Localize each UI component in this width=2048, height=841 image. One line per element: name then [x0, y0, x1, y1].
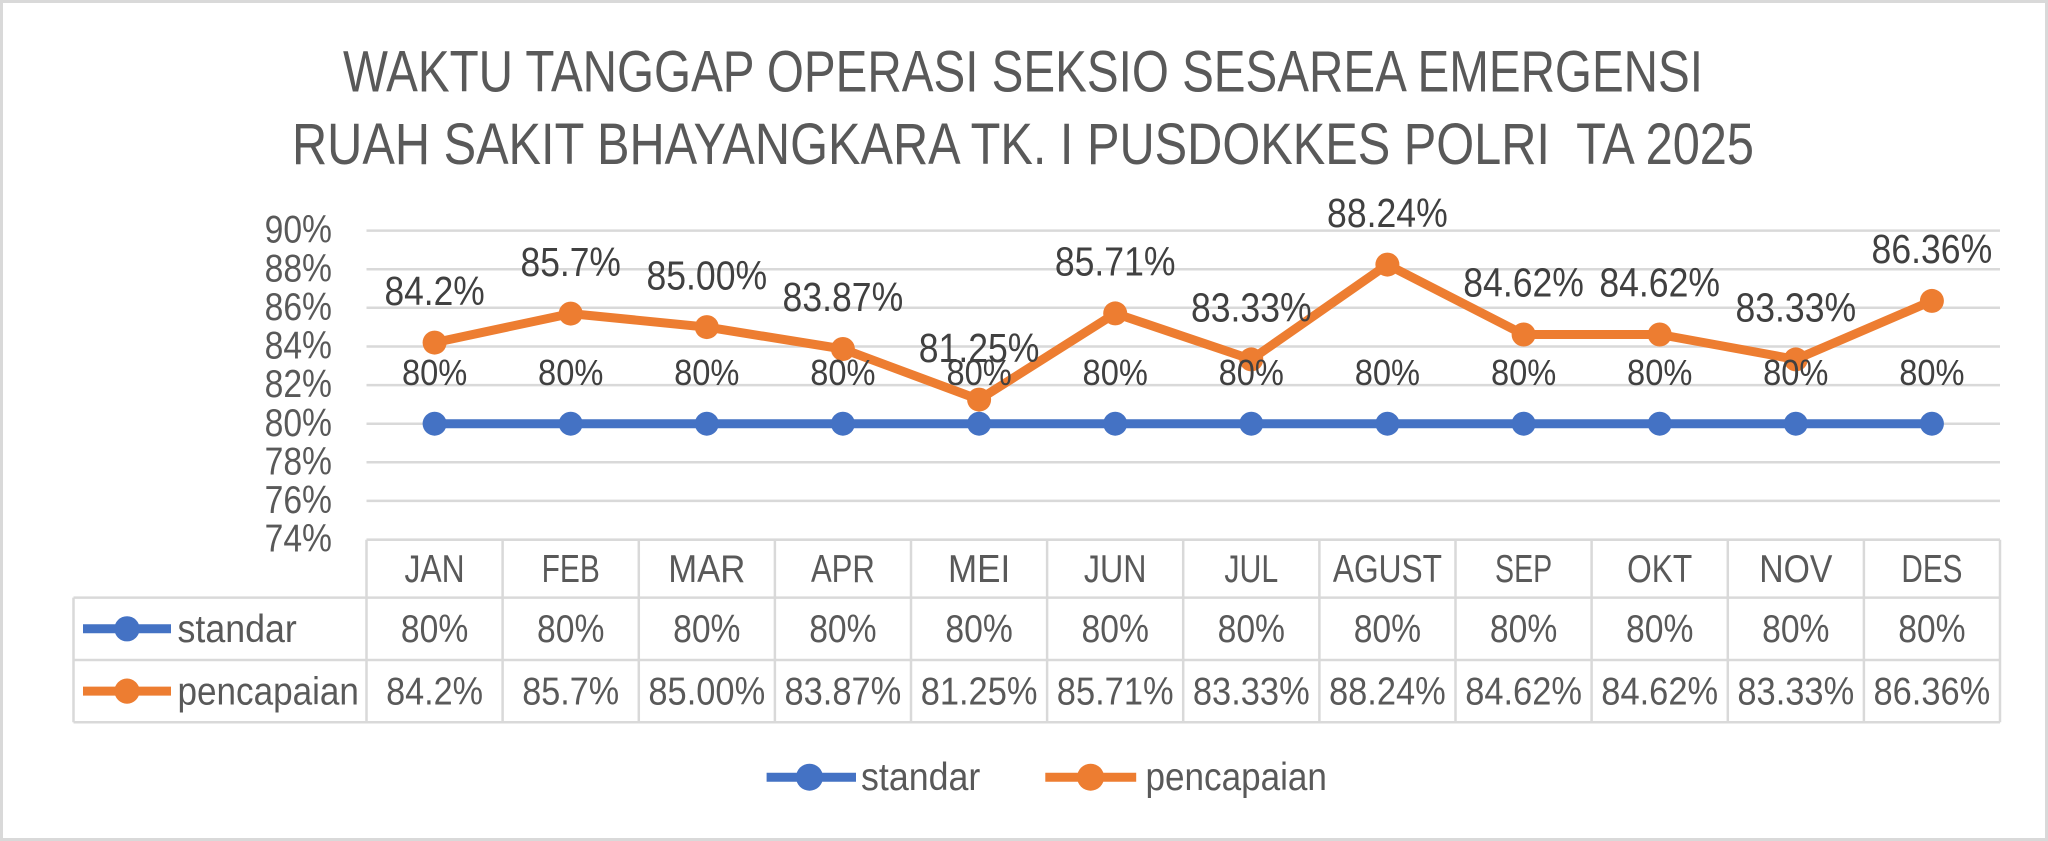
svg-text:83.33%: 83.33% [1735, 285, 1856, 331]
svg-text:84%: 84% [265, 325, 332, 368]
svg-text:80%: 80% [1490, 608, 1557, 651]
svg-text:88%: 88% [265, 247, 332, 290]
svg-text:MAR: MAR [668, 548, 745, 591]
svg-text:JUN: JUN [1084, 548, 1147, 591]
svg-text:85.7%: 85.7% [521, 239, 621, 285]
svg-text:SEP: SEP [1495, 548, 1552, 591]
svg-text:88.24%: 88.24% [1329, 671, 1446, 714]
svg-text:84.62%: 84.62% [1463, 260, 1584, 306]
svg-text:82%: 82% [265, 363, 332, 406]
svg-text:80%: 80% [673, 608, 740, 651]
svg-text:84.62%: 84.62% [1599, 260, 1720, 306]
svg-text:DES: DES [1901, 548, 1962, 591]
svg-text:80%: 80% [1763, 352, 1828, 393]
svg-text:JUL: JUL [1224, 548, 1278, 591]
svg-text:85.71%: 85.71% [1055, 239, 1176, 285]
svg-text:AGUST: AGUST [1333, 548, 1442, 591]
svg-text:84.62%: 84.62% [1465, 671, 1582, 714]
svg-text:80%: 80% [810, 352, 875, 393]
svg-text:76%: 76% [265, 479, 332, 522]
svg-text:80%: 80% [538, 352, 603, 393]
svg-text:85.71%: 85.71% [1057, 671, 1174, 714]
svg-text:80%: 80% [946, 352, 1011, 393]
svg-text:FEB: FEB [542, 548, 600, 591]
svg-text:80%: 80% [402, 352, 467, 393]
svg-text:81.25%: 81.25% [919, 325, 1040, 371]
svg-text:83.33%: 83.33% [1737, 671, 1854, 714]
svg-text:80%: 80% [1762, 608, 1829, 651]
svg-text:80%: 80% [945, 608, 1012, 651]
svg-text:standar: standar [178, 608, 297, 651]
svg-text:standar: standar [861, 756, 980, 799]
svg-text:80%: 80% [1219, 352, 1284, 393]
svg-text:JAN: JAN [405, 548, 465, 591]
svg-text:85.00%: 85.00% [646, 252, 767, 298]
svg-text:NOV: NOV [1759, 548, 1832, 591]
svg-text:80%: 80% [1491, 352, 1556, 393]
svg-text:88.24%: 88.24% [1327, 190, 1448, 236]
svg-text:84.2%: 84.2% [386, 671, 483, 714]
svg-text:80%: 80% [1082, 608, 1149, 651]
svg-text:WAKTU TANGGAP OPERASI SEKSIO S: WAKTU TANGGAP OPERASI SEKSIO SESAREA EME… [343, 40, 1703, 105]
svg-text:RUAH SAKIT BHAYANGKARA TK. I P: RUAH SAKIT BHAYANGKARA TK. I PUSDOKKES P… [292, 112, 1754, 177]
svg-text:83.33%: 83.33% [1193, 671, 1310, 714]
svg-text:90%: 90% [265, 209, 332, 252]
svg-text:80%: 80% [401, 608, 468, 651]
svg-text:80%: 80% [265, 402, 332, 445]
svg-text:74%: 74% [265, 518, 332, 561]
svg-text:85.00%: 85.00% [648, 671, 765, 714]
svg-text:80%: 80% [809, 608, 876, 651]
svg-text:APR: APR [811, 548, 875, 591]
svg-text:80%: 80% [1898, 608, 1965, 651]
svg-text:86%: 86% [265, 286, 332, 329]
svg-text:80%: 80% [1899, 352, 1964, 393]
svg-text:86.36%: 86.36% [1872, 226, 1993, 272]
svg-text:83.33%: 83.33% [1191, 285, 1312, 331]
svg-text:pencapaian: pencapaian [1146, 756, 1327, 799]
svg-text:pencapaian: pencapaian [178, 671, 359, 714]
svg-text:86.36%: 86.36% [1874, 671, 1991, 714]
svg-text:80%: 80% [1626, 608, 1693, 651]
svg-text:80%: 80% [674, 352, 739, 393]
svg-text:80%: 80% [1627, 352, 1692, 393]
svg-text:83.87%: 83.87% [785, 671, 902, 714]
svg-text:MEI: MEI [948, 548, 1010, 591]
svg-text:81.25%: 81.25% [921, 671, 1038, 714]
svg-text:83.87%: 83.87% [783, 274, 904, 320]
svg-text:78%: 78% [265, 440, 332, 483]
svg-text:85.7%: 85.7% [522, 671, 619, 714]
svg-text:80%: 80% [1354, 608, 1421, 651]
svg-text:OKT: OKT [1627, 548, 1692, 591]
svg-text:84.2%: 84.2% [384, 268, 484, 314]
svg-text:80%: 80% [1355, 352, 1420, 393]
svg-text:80%: 80% [1083, 352, 1148, 393]
svg-text:84.62%: 84.62% [1601, 671, 1718, 714]
svg-text:80%: 80% [537, 608, 604, 651]
svg-text:80%: 80% [1218, 608, 1285, 651]
